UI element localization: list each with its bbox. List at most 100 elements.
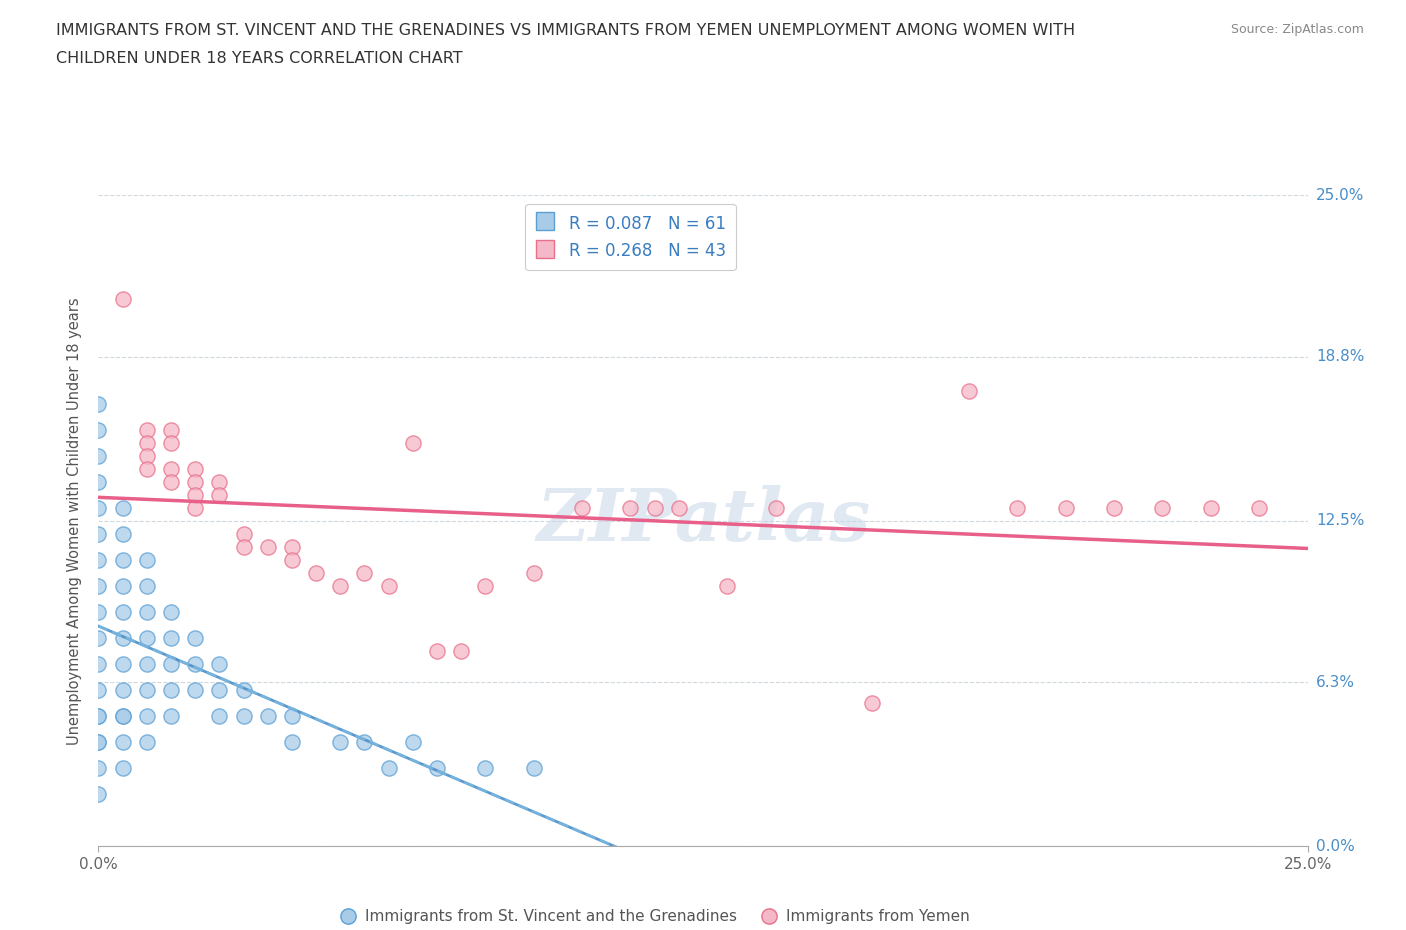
Point: [135, 683, 157, 698]
Point: [160, 657, 183, 671]
Point: [281, 735, 304, 750]
Point: [1007, 500, 1029, 515]
Point: [208, 474, 231, 489]
Point: [111, 657, 134, 671]
Point: [1054, 500, 1077, 515]
Point: [184, 487, 207, 502]
Point: [571, 500, 593, 515]
Point: [329, 578, 352, 593]
Point: [184, 500, 207, 515]
Point: [160, 709, 183, 724]
Text: IMMIGRANTS FROM ST. VINCENT AND THE GRENADINES VS IMMIGRANTS FROM YEMEN UNEMPLOY: IMMIGRANTS FROM ST. VINCENT AND THE GREN…: [56, 23, 1076, 38]
Point: [644, 500, 666, 515]
Point: [184, 474, 207, 489]
Point: [87, 683, 110, 698]
Point: [111, 552, 134, 567]
Point: [87, 735, 110, 750]
Point: [111, 500, 134, 515]
Point: [135, 709, 157, 724]
Point: [184, 683, 207, 698]
Point: [208, 657, 231, 671]
Point: [402, 735, 425, 750]
Point: [135, 552, 157, 567]
Point: [184, 461, 207, 476]
Point: [135, 461, 157, 476]
Point: [1199, 500, 1222, 515]
Point: [160, 435, 183, 450]
Point: [111, 604, 134, 619]
Point: [353, 735, 375, 750]
Point: [111, 735, 134, 750]
Point: [619, 500, 641, 515]
Point: [87, 787, 110, 802]
Point: [87, 657, 110, 671]
Point: [111, 292, 134, 307]
Point: [135, 735, 157, 750]
Point: [765, 500, 787, 515]
Text: 18.8%: 18.8%: [1316, 350, 1364, 365]
Point: [111, 683, 134, 698]
Y-axis label: Unemployment Among Women with Children Under 18 years: Unemployment Among Women with Children U…: [67, 297, 83, 745]
Point: [135, 657, 157, 671]
Point: [957, 383, 980, 398]
Point: [87, 396, 110, 411]
Point: [353, 565, 375, 580]
Point: [160, 474, 183, 489]
Point: [87, 631, 110, 645]
Point: [256, 539, 278, 554]
Point: [87, 552, 110, 567]
Point: [111, 526, 134, 541]
Point: [111, 709, 134, 724]
Point: [111, 631, 134, 645]
Point: [87, 474, 110, 489]
Point: [184, 657, 207, 671]
Point: [87, 709, 110, 724]
Point: [232, 539, 254, 554]
Point: [474, 578, 496, 593]
Point: [1152, 500, 1174, 515]
Text: ZIPatlas: ZIPatlas: [536, 485, 870, 556]
Point: [281, 539, 304, 554]
Point: [232, 683, 254, 698]
Text: Source: ZipAtlas.com: Source: ZipAtlas.com: [1230, 23, 1364, 36]
Point: [523, 565, 546, 580]
Point: [87, 422, 110, 437]
Text: 25.0%: 25.0%: [1316, 188, 1364, 203]
Point: [160, 461, 183, 476]
Point: [256, 709, 278, 724]
Point: [377, 578, 399, 593]
Point: [111, 578, 134, 593]
Point: [716, 578, 738, 593]
Point: [87, 604, 110, 619]
Point: [232, 709, 254, 724]
Point: [111, 761, 134, 776]
Point: [135, 422, 157, 437]
Point: [135, 448, 157, 463]
Point: [1249, 500, 1271, 515]
Point: [87, 526, 110, 541]
Point: [135, 578, 157, 593]
Point: [87, 735, 110, 750]
Point: [377, 761, 399, 776]
Text: 12.5%: 12.5%: [1316, 513, 1364, 528]
Text: CHILDREN UNDER 18 YEARS CORRELATION CHART: CHILDREN UNDER 18 YEARS CORRELATION CHAR…: [56, 51, 463, 66]
Point: [426, 761, 449, 776]
Point: [208, 487, 231, 502]
Point: [111, 709, 134, 724]
Point: [184, 631, 207, 645]
Point: [135, 435, 157, 450]
Point: [474, 761, 496, 776]
Text: 0.0%: 0.0%: [1316, 839, 1354, 854]
Point: [329, 735, 352, 750]
Point: [87, 448, 110, 463]
Legend: Immigrants from St. Vincent and the Grenadines, Immigrants from Yemen: Immigrants from St. Vincent and the Gren…: [333, 903, 976, 930]
Point: [87, 578, 110, 593]
Point: [135, 604, 157, 619]
Point: [87, 761, 110, 776]
Point: [1102, 500, 1125, 515]
Point: [160, 683, 183, 698]
Point: [426, 644, 449, 658]
Point: [860, 696, 883, 711]
Point: [305, 565, 328, 580]
Point: [281, 709, 304, 724]
